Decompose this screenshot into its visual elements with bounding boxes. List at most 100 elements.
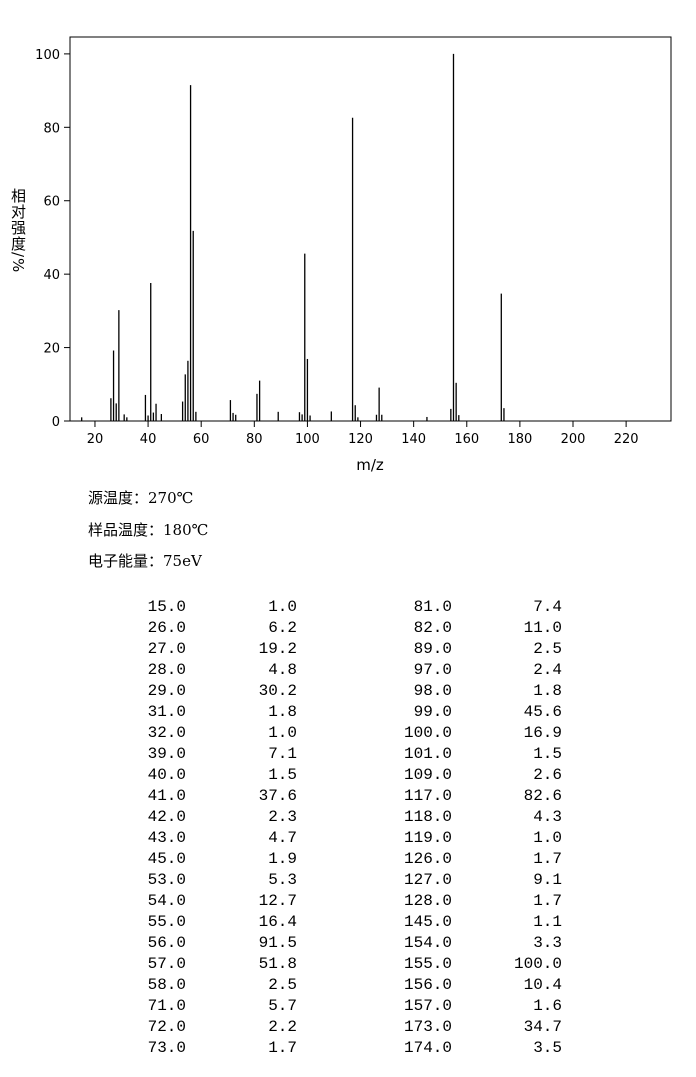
table-cell: 2.2 [268,1018,297,1036]
table-cell: 145.0 [403,913,452,931]
table-cell: 4.8 [268,661,297,679]
x-tick-label: 160 [454,432,479,447]
table-cell: 89.0 [413,640,452,658]
table-cell: 98.0 [413,682,452,700]
y-tick-label: 100 [35,48,60,63]
table-cell: 32.0 [147,724,186,742]
x-tick-label: 20 [87,432,104,447]
table-cell: 58.0 [147,976,186,994]
table-cell: 99.0 [413,703,452,721]
table-cell: 1.0 [268,724,297,742]
table-cell: 42.0 [147,808,186,826]
table-cell: 71.0 [147,997,186,1015]
table-cell: 54.0 [147,892,186,910]
table-cell: 5.7 [268,997,297,1015]
table-cell: 3.3 [533,934,562,952]
table-cell: 1.0 [268,598,297,616]
chart: m/z 0 20 40 60 80 100 20 40 60 80 100 120 140 160 180 2… [35,36,672,474]
table-cell: 117.0 [403,787,452,805]
x-tick-label: 180 [507,432,532,447]
table-cell: 6.2 [268,619,297,637]
table-cell: 126.0 [403,850,452,868]
table-cell: 30.2 [258,682,297,700]
table-cell: 1.9 [268,850,297,868]
table-cell: 2.5 [533,640,562,658]
table-cell: 1.8 [533,682,562,700]
table-cell: 55.0 [147,913,186,931]
table-cell: 15.0 [147,598,186,616]
table-cell: 118.0 [403,808,452,826]
x-tick-label: 140 [401,432,426,447]
table-cell: 37.6 [258,787,297,805]
x-tick-label: 60 [193,432,210,447]
table-cell: 51.8 [258,955,297,973]
y-tick-label: 60 [43,195,60,210]
table-cell: 157.0 [403,997,452,1015]
table-cell: 3.5 [533,1039,562,1057]
y-tick-label: 0 [52,415,60,430]
x-axis-label: m/z [356,456,384,474]
table-cell: 7.4 [533,598,562,616]
table-cell: 31.0 [147,703,186,721]
table-cell: 53.0 [147,871,186,889]
table-cell: 1.7 [533,850,562,868]
table-cell: 81.0 [413,598,452,616]
table-cell: 1.8 [268,703,297,721]
table-cell: 29.0 [147,682,186,700]
table-cell: 45.6 [523,703,562,721]
y-tick-label: 40 [43,268,60,283]
table-cell: 73.0 [147,1039,186,1057]
table-cell: 109.0 [403,766,452,784]
table-cell: 2.4 [533,661,562,679]
table-cell: 1.7 [268,1039,297,1057]
x-tick-label: 80 [246,432,263,447]
table-cell: 34.7 [523,1018,562,1036]
table-cell: 28.0 [147,661,186,679]
table-cell: 12.7 [258,892,297,910]
table-cell: 16.9 [523,724,562,742]
table-cell: 82.6 [523,787,562,805]
table-cell: 119.0 [403,829,452,847]
condition: 源温度：270℃ [88,489,194,507]
table-cell: 82.0 [413,619,452,637]
table-cell: 72.0 [147,1018,186,1036]
table-cell: 10.4 [523,976,562,994]
table-cell: 97.0 [413,661,452,679]
table-cell: 56.0 [147,934,186,952]
condition: 电子能量：75eV [88,552,202,570]
table-cell: 101.0 [403,745,452,763]
table-cell: 4.3 [533,808,562,826]
table-cell: 11.0 [523,619,562,637]
table-cell: 1.1 [533,913,562,931]
table-cell: 174.0 [403,1039,452,1057]
table-cell: 40.0 [147,766,186,784]
table-cell: 1.6 [533,997,562,1015]
table-cell: 39.0 [147,745,186,763]
table-cell: 173.0 [403,1018,452,1036]
table-cell: 9.1 [533,871,562,889]
table-cell: 127.0 [403,871,452,889]
table-cell: 2.3 [268,808,297,826]
plot-frame [69,36,672,422]
x-tick-label: 120 [348,432,373,447]
x-tick-label: 200 [561,432,586,447]
table-cell: 154.0 [403,934,452,952]
table-cell: 7.1 [268,745,297,763]
table-cell: 2.5 [268,976,297,994]
table-cell: 155.0 [403,955,452,973]
table-cell: 19.2 [258,640,297,658]
table-cell: 27.0 [147,640,186,658]
condition: 样品温度：180℃ [88,521,209,539]
x-tick-label: 40 [140,432,157,447]
table-cell: 100.0 [403,724,452,742]
table-cell: 1.7 [533,892,562,910]
table-cell: 91.5 [258,934,297,952]
table-cell: 45.0 [147,850,186,868]
table-cell: 1.5 [268,766,297,784]
table-cell: 128.0 [403,892,452,910]
table-cell: 26.0 [147,619,186,637]
table-cell: 1.5 [533,745,562,763]
table-cell: 156.0 [403,976,452,994]
table-cell: 41.0 [147,787,186,805]
